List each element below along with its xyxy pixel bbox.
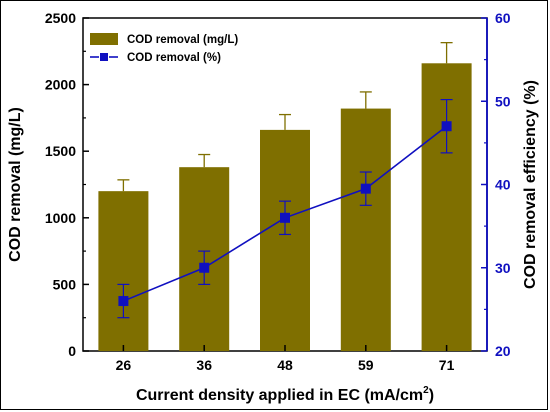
bar-series <box>98 63 472 352</box>
left-axis-tick-label: 2500 <box>45 10 76 26</box>
right-y-axis: 20 30 40 50 60 <box>481 10 511 359</box>
x-axis-tick-label: 36 <box>196 357 212 373</box>
x-axis-tick-label: 71 <box>439 357 455 373</box>
right-axis-tick-label: 20 <box>495 343 511 359</box>
line-point <box>280 212 290 223</box>
legend-line-label: COD removal (%) <box>127 52 221 64</box>
line-point <box>360 183 371 194</box>
x-axis-tick-label: 59 <box>358 357 374 373</box>
x-axis-tick-label: 26 <box>116 357 132 373</box>
x-axis-title-main: Current density applied in EC (mA/cm <box>136 387 423 404</box>
legend-line-marker <box>100 53 108 61</box>
right-axis-tick-label: 50 <box>495 93 511 109</box>
left-axis-tick-label: 1500 <box>45 143 76 159</box>
x-axis: 26 36 48 59 71 <box>116 345 455 373</box>
bar-error-bars <box>117 41 453 192</box>
left-y-axis: 0 500 1000 1500 2000 2500 <box>45 10 89 359</box>
x-axis-title: Current density applied in EC (mA/cm2) <box>136 385 434 404</box>
right-axis-title: COD removal efficiency (%) <box>522 80 539 289</box>
left-axis-tick-label: 500 <box>53 276 77 292</box>
x-axis-title-close: ) <box>429 387 434 404</box>
right-axis-tick-label: 40 <box>495 177 511 193</box>
line-point <box>441 121 452 132</box>
bar <box>340 108 391 352</box>
x-axis-title-superscript: 2 <box>423 385 429 396</box>
right-axis-tick-label: 30 <box>495 260 511 276</box>
legend-bar-swatch <box>90 33 118 45</box>
left-axis-title: COD removal (mg/L) <box>7 107 24 262</box>
line-series <box>117 98 453 319</box>
left-axis-tick-label: 1000 <box>45 210 76 226</box>
bar <box>98 191 149 351</box>
left-axis-tick-label: 0 <box>68 343 76 359</box>
line-point <box>118 296 129 307</box>
left-axis-tick-label: 2000 <box>45 77 76 93</box>
legend: COD removal (mg/L) COD removal (%) <box>90 33 238 64</box>
line-point <box>199 262 210 273</box>
right-axis-tick-label: 60 <box>495 10 511 26</box>
bar <box>260 129 310 351</box>
x-axis-tick-label: 48 <box>277 357 293 373</box>
legend-bar-label: COD removal (mg/L) <box>127 34 238 46</box>
